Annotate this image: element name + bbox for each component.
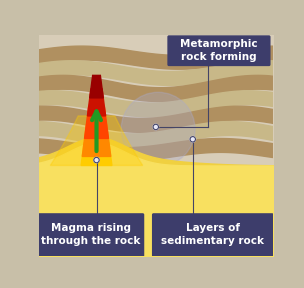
Polygon shape xyxy=(85,107,109,139)
Polygon shape xyxy=(39,46,273,69)
Polygon shape xyxy=(39,91,273,117)
Polygon shape xyxy=(39,75,273,102)
Text: Layers of
sedimentary rock: Layers of sedimentary rock xyxy=(161,223,264,246)
Circle shape xyxy=(190,137,195,142)
Polygon shape xyxy=(39,122,273,148)
Circle shape xyxy=(121,92,195,166)
Polygon shape xyxy=(39,106,273,132)
Polygon shape xyxy=(50,116,143,166)
Circle shape xyxy=(153,124,158,130)
Circle shape xyxy=(94,157,99,163)
FancyBboxPatch shape xyxy=(167,35,271,66)
Polygon shape xyxy=(39,139,273,162)
Polygon shape xyxy=(90,75,103,98)
Text: Metamorphic
rock forming: Metamorphic rock forming xyxy=(180,39,258,62)
FancyBboxPatch shape xyxy=(38,213,144,257)
Polygon shape xyxy=(88,89,105,116)
Polygon shape xyxy=(82,125,111,156)
Polygon shape xyxy=(81,143,112,166)
Polygon shape xyxy=(39,61,273,85)
FancyBboxPatch shape xyxy=(152,213,274,257)
Text: Magma rising
through the rock: Magma rising through the rock xyxy=(41,223,141,246)
